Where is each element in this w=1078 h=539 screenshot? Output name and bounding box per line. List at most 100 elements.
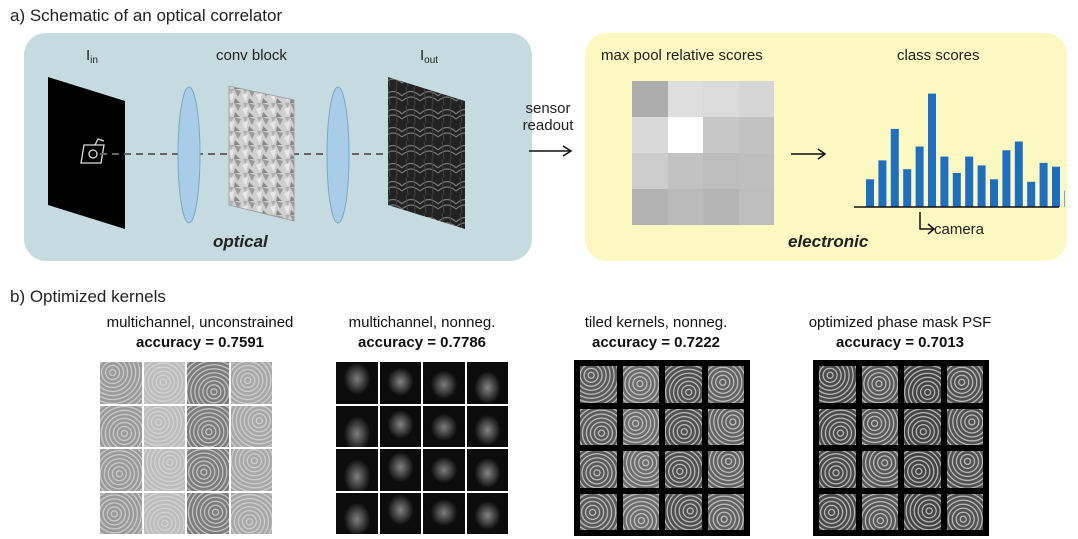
maxpool-cell-3-2	[703, 189, 739, 225]
optical-schematic	[48, 77, 465, 229]
kernel-tile	[423, 449, 465, 491]
kernel-tile	[861, 493, 898, 530]
maxpool-cell-0-0	[632, 81, 668, 117]
kernel-title: multichannel, nonneg.	[348, 314, 496, 331]
kernel-tile	[336, 362, 378, 404]
maxpool-cell-0-1	[667, 81, 703, 117]
kernel-tile	[143, 449, 185, 491]
kernel-tile	[143, 362, 185, 404]
maxpool-cell-2-0	[632, 153, 668, 189]
kernel-tile	[466, 405, 508, 447]
kernel-tile	[100, 405, 142, 447]
kernel-tile	[423, 405, 465, 447]
kernel-tile	[100, 449, 142, 491]
kernel-tile	[622, 451, 659, 488]
kernel-tile	[230, 449, 272, 491]
lens-1	[177, 86, 201, 224]
kernel-tile	[379, 405, 421, 447]
kernel-tile	[423, 492, 465, 534]
conv-block-label: conv block	[216, 47, 287, 64]
kernel-tile	[143, 492, 185, 534]
kernel-tile	[819, 366, 856, 403]
kernel-tile	[707, 366, 744, 403]
class-score-bar	[952, 172, 961, 207]
maxpool-cell-1-2	[703, 117, 739, 153]
kernel-tile	[187, 405, 229, 447]
kernel-tile	[187, 362, 229, 404]
kernel-tile	[946, 493, 983, 530]
kernel-tile	[819, 451, 856, 488]
kernel-tile	[230, 492, 272, 534]
kernel-tile	[946, 451, 983, 488]
panel-a-title: a) Schematic of an optical correlator	[10, 6, 283, 25]
maxpool-cell-3-3	[738, 189, 774, 225]
maxpool-cell-2-3	[738, 153, 774, 189]
class-score-bar	[1064, 190, 1065, 207]
kernel-tile	[580, 366, 617, 403]
maxpool-cell-2-2	[703, 153, 739, 189]
kernel-tile	[665, 451, 702, 488]
maxpool-cell-0-3	[738, 81, 774, 117]
readout-arrow	[529, 145, 573, 157]
maxpool-cell-1-0	[632, 117, 668, 153]
maxpool-cell-0-2	[703, 81, 739, 117]
maxpool-cell-3-1	[667, 189, 703, 225]
conv-block-plane	[228, 85, 295, 222]
kernel-tile	[379, 449, 421, 491]
kernel-grid	[98, 360, 274, 536]
kernel-accuracy: accuracy = 0.7591	[135, 334, 265, 351]
lens-2	[326, 86, 350, 224]
kernel-tile	[336, 449, 378, 491]
kernel-tile	[861, 408, 898, 445]
kernel-tile	[622, 366, 659, 403]
kernel-tile	[904, 366, 941, 403]
kernel-tile	[230, 362, 272, 404]
output-plane	[388, 77, 465, 229]
maxpool-cell-2-1	[667, 153, 703, 189]
maxpool-cell-3-0	[632, 189, 668, 225]
kernel-tile	[379, 492, 421, 534]
kernel-title: multichannel, unconstrained	[106, 314, 294, 331]
kernel-tile	[580, 493, 617, 530]
kernel-tile	[100, 492, 142, 534]
class-score-bar	[1027, 181, 1036, 207]
kernel-tile	[819, 408, 856, 445]
kernel-tile	[946, 366, 983, 403]
class-score-bar	[1039, 162, 1048, 207]
kernel-tile	[665, 408, 702, 445]
kernel-tile	[187, 449, 229, 491]
kernel-tile	[819, 493, 856, 530]
class-score-bar	[915, 146, 924, 207]
kernel-grid	[813, 360, 989, 536]
kernel-tile	[946, 408, 983, 445]
class-score-bar	[890, 128, 899, 207]
output-label: Iout	[420, 47, 439, 66]
kernel-tile	[707, 493, 744, 530]
class-score-bar	[1014, 141, 1023, 207]
kernel-tile	[466, 449, 508, 491]
kernel-accuracy: accuracy = 0.7222	[591, 334, 721, 351]
kernel-grid	[334, 360, 510, 536]
class-score-bar	[977, 165, 986, 207]
kernel-tile	[336, 405, 378, 447]
camera-label: camera	[934, 221, 985, 238]
kernel-tile	[100, 362, 142, 404]
camera-arrow	[919, 212, 936, 235]
kernel-tile	[665, 493, 702, 530]
kernel-tile	[707, 408, 744, 445]
kernel-tile	[707, 451, 744, 488]
sensor-readout-label: sensor readout	[522, 100, 574, 134]
kernel-tile	[580, 451, 617, 488]
class-scores-label: class scores	[897, 47, 980, 64]
class-score-bar	[940, 156, 949, 207]
kernel-tile	[904, 493, 941, 530]
object-icon	[80, 138, 105, 164]
kernel-tile	[379, 362, 421, 404]
panel-b-title: b) Optimized kernels	[10, 287, 166, 306]
optical-region-label: optical	[213, 232, 268, 251]
maxpool-grid	[632, 81, 774, 225]
maxpool-cell-1-3	[738, 117, 774, 153]
input-plane	[48, 77, 125, 229]
maxpool-label: max pool relative scores	[601, 47, 763, 64]
kernel-tile	[622, 493, 659, 530]
